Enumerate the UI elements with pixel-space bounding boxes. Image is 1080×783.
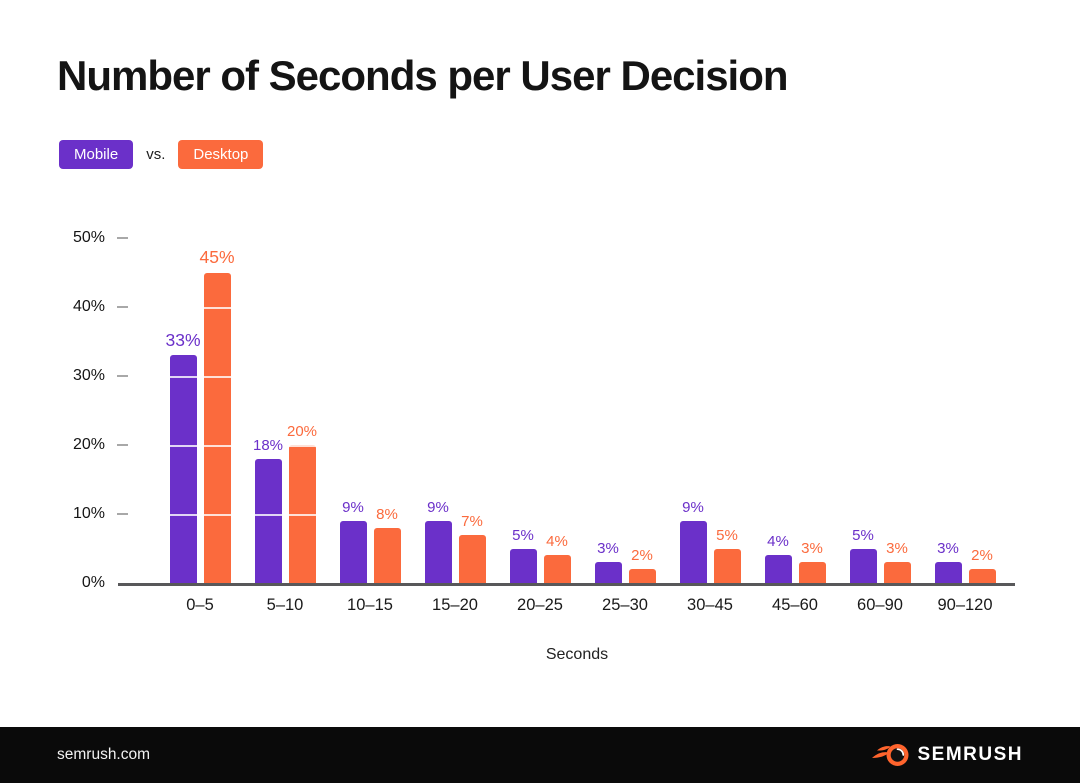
- y-tick-label: 30%: [72, 367, 105, 384]
- legend-vs-label: vs.: [146, 146, 166, 163]
- plot-area: 33% 45% 0–5 18% 20% 5–10 9% 8% 10–15 9% 7% 15–20 5% 4…: [118, 238, 1015, 614]
- bar-value-desktop-90–120: 2%: [971, 547, 993, 565]
- legend-mobile-label: Mobile: [74, 146, 119, 163]
- bar-value-desktop-20–25: 4%: [546, 533, 568, 551]
- bar-value-desktop-60–90: 3%: [886, 540, 908, 558]
- y-tick-dash: [117, 237, 128, 239]
- x-category-label: 15–20: [432, 596, 478, 614]
- bar-value-mobile-45–60: 4%: [767, 533, 789, 551]
- bar-value-desktop-25–30: 2%: [631, 547, 653, 565]
- x-axis-title: Seconds: [545, 646, 609, 663]
- bar-value-desktop-10–15: 8%: [376, 505, 398, 523]
- bar-mobile-5–10: [254, 458, 282, 583]
- bar-mobile-15–20: [424, 520, 452, 583]
- y-tick-label: 50%: [72, 229, 105, 246]
- footer-site-url: semrush.com: [57, 746, 151, 763]
- bar-mobile-60–90: [849, 548, 877, 583]
- y-tick-dash: [117, 513, 128, 515]
- y-tick-dash: [117, 306, 128, 308]
- x-category-label: 90–120: [937, 596, 993, 614]
- bar-value-desktop-5–10: 20%: [286, 423, 318, 440]
- x-category-label: 20–25: [517, 596, 563, 614]
- bar-desktop-30–45: [713, 548, 741, 583]
- bar-value-mobile-0–5: 33%: [165, 329, 201, 350]
- footer-brand-name: SEMRUSH: [917, 744, 1023, 765]
- x-category-label: 30–45: [687, 596, 733, 614]
- bar-value-desktop-30–45: 5%: [716, 526, 738, 544]
- bar-desktop-45–60: [798, 562, 826, 583]
- bar-desktop-10–15: [373, 527, 401, 583]
- bar-mobile-20–25: [509, 548, 537, 583]
- x-category-label: 0–5: [186, 596, 214, 614]
- footer-bar: semrush.com SEMRUSH: [0, 727, 1080, 783]
- x-category-label: 60–90: [857, 596, 903, 614]
- y-tick-label: 0%: [81, 574, 105, 591]
- bar-value-desktop-45–60: 3%: [801, 540, 823, 558]
- bar-mobile-0–5: [169, 355, 197, 583]
- bar-value-mobile-5–10: 18%: [252, 436, 284, 454]
- y-tick-label: 40%: [72, 298, 105, 315]
- bar-value-mobile-15–20: 9%: [427, 498, 449, 516]
- y-tick-label: 10%: [72, 505, 105, 522]
- bar-desktop-15–20: [458, 534, 486, 583]
- legend-desktop-label: Desktop: [193, 146, 249, 163]
- bar-desktop-0–5: [203, 272, 231, 583]
- x-category-label: 25–30: [602, 596, 648, 614]
- bar-mobile-10–15: [339, 520, 367, 583]
- bar-value-mobile-10–15: 9%: [342, 498, 364, 516]
- bar-value-mobile-30–45: 9%: [682, 498, 704, 516]
- chart-legend: Mobile vs. Desktop: [59, 140, 264, 169]
- bar-mobile-30–45: [679, 520, 707, 583]
- footer-brand: SEMRUSH: [871, 742, 1023, 768]
- y-tick-dash: [117, 444, 128, 446]
- bar-desktop-60–90: [883, 562, 911, 583]
- bar-mobile-90–120: [934, 562, 962, 583]
- bar-value-mobile-20–25: 5%: [512, 526, 534, 544]
- legend-badge-desktop: Desktop: [178, 140, 264, 169]
- bar-mobile-45–60: [764, 555, 792, 583]
- bar-desktop-25–30: [628, 569, 656, 583]
- bar-value-mobile-90–120: 3%: [937, 540, 959, 558]
- bar-value-mobile-60–90: 5%: [852, 526, 874, 544]
- y-tick-label: 20%: [72, 436, 105, 453]
- x-category-label: 10–15: [347, 596, 393, 614]
- x-category-label: 5–10: [266, 596, 304, 614]
- x-axis-line: [118, 583, 1015, 586]
- y-tick-dash: [117, 375, 128, 377]
- bar-mobile-25–30: [594, 562, 622, 583]
- bar-desktop-5–10: [288, 445, 316, 583]
- legend-badge-mobile: Mobile: [59, 140, 134, 169]
- bar-desktop-20–25: [543, 555, 571, 583]
- x-category-label: 45–60: [772, 596, 818, 614]
- bar-value-desktop-0–5: 45%: [199, 247, 235, 267]
- bar-value-desktop-15–20: 7%: [461, 512, 483, 530]
- semrush-flame-icon: [871, 742, 909, 768]
- page-title: Number of Seconds per User Decision: [57, 52, 789, 99]
- bar-desktop-90–120: [968, 569, 996, 583]
- bar-value-mobile-25–30: 3%: [597, 540, 619, 558]
